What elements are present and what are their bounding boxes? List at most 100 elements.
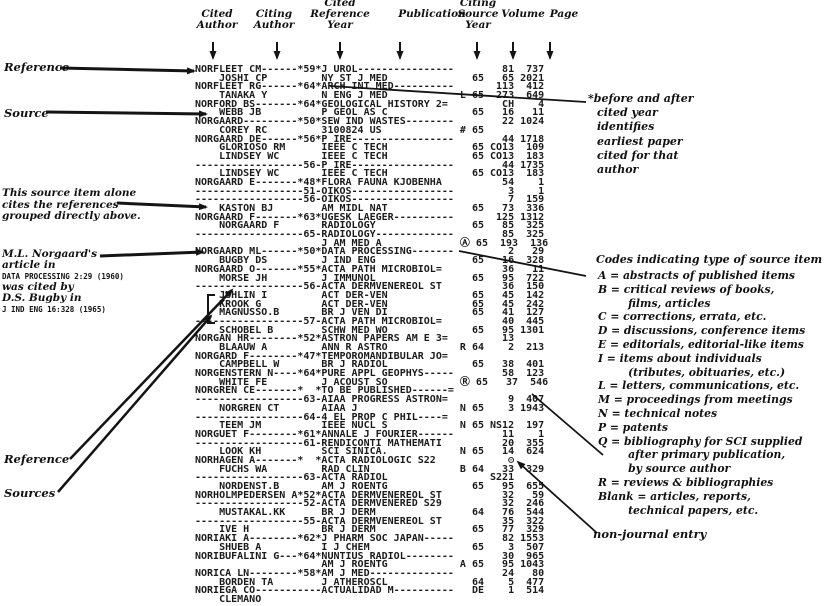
citation-row: LINDSEY WC IEEE C TECH 65 CO13 183 — [195, 168, 545, 180]
citation-row: ------------------57-ACTA PATH MICROBIOL… — [195, 315, 545, 327]
star-note-line: cited for that — [597, 148, 679, 162]
code-definition-line: technical papers, etc. — [598, 503, 759, 517]
column-header-arrows — [209, 42, 554, 60]
citation-row: NORGAARD---------*50*SEW IND WASTES-----… — [195, 116, 545, 128]
citation-row: NORGAARD E-------*48*FLORA FAUNA KJOBENH… — [195, 176, 545, 188]
column-header-cited-author: Cited Author — [188, 9, 246, 31]
citation-row: ------------------56-P IRE--------------… — [195, 159, 545, 171]
code-definition-line: D = discussions, conference items — [598, 324, 806, 338]
column-header-cited-reference-year: Cited Reference Year — [295, 0, 385, 31]
star-note-line: *before and after — [588, 92, 694, 105]
citation-row: CAMPBELL W BR J RADIOL 65 38 401 — [195, 359, 545, 371]
nonjournal-label: non-journal entry — [593, 527, 707, 541]
column-header-line: Volume — [501, 8, 545, 20]
alone-note-line: This source item alone — [2, 187, 137, 199]
ml-note-line: was cited by — [2, 281, 74, 293]
column-header-line: Citing — [459, 0, 497, 9]
citation-row: NORFLEET CM------*59*J UROL-------------… — [195, 64, 545, 75]
left-annotation-arrows — [45, 66, 208, 258]
column-header-line: Reference — [310, 8, 370, 20]
ml-note-line: M.L. Norgaard's — [2, 248, 98, 260]
citation-row: NORGAARD DE------*56*P IRE--------------… — [195, 133, 545, 145]
citation-row: NORGAARD F RADIOLOGY 65 85 325 — [195, 220, 545, 232]
star-note-line: cited year — [597, 106, 658, 120]
citation-row: ------------------51-OIKOS--------------… — [195, 185, 545, 197]
citation-row: AM J ROENTG A 65 95 1043 — [195, 559, 545, 571]
source-label: Source — [4, 106, 49, 120]
code-definition-line: (tributes, obituaries, etc.) — [598, 365, 786, 379]
star-note-line: identifies — [597, 120, 655, 134]
citation-row: NORIAKI A--------*62*J PHARM SOC JAPAN--… — [195, 533, 545, 545]
column-header-page: Page — [542, 9, 586, 20]
ml-note: M.L. Norgaard's article in DATA PROCESSING… — [2, 249, 124, 315]
code-definition-line: E = editorials, editorial-like items — [598, 337, 804, 351]
column-header-line: Year — [465, 19, 491, 31]
code-definition-line: films, articles — [598, 296, 711, 310]
citation-row: NORIEGA CO-----------ACTUALIDAD M-------… — [195, 585, 545, 597]
column-header-line: Year — [327, 19, 353, 31]
column-header-line: Source — [457, 8, 499, 20]
column-header-line: Cited — [324, 0, 356, 9]
ml-note-line: article in — [2, 259, 56, 271]
code-definition-line: C = corrections, errata, etc. — [598, 310, 767, 324]
sources-label: Sources — [4, 486, 56, 500]
citation-row: GLORIOSO RM IEEE C TECH 65 CO13 109 — [195, 142, 545, 154]
citation-row: BLAAUW A ANN R ASTRO R 64 2 213 — [195, 342, 545, 353]
column-header-line: Author — [196, 19, 238, 31]
code-definition-line: I = items about individuals — [598, 351, 762, 365]
alone-note: This source item alone cites the referenc… — [2, 187, 141, 223]
code-definition-line: L = letters, communications, etc. — [598, 379, 800, 393]
code-definition-line: A = abstracts of published items — [598, 269, 795, 282]
citation-row: BORDEN TA J ATHEROSCL 64 5 477 — [195, 576, 545, 588]
reference-arrow — [59, 66, 196, 75]
column-header-line: Cited — [201, 8, 233, 20]
citation-row: NORHAGEN A-------* *ACTA RADIOLOGIC S22 … — [195, 454, 545, 466]
reference2-label: Reference — [4, 452, 70, 466]
code-definition-line: Blank = articles, reports, — [598, 489, 751, 503]
code-definition-line: R = reviews & bibliographies — [598, 475, 774, 489]
code-definition-line: by source author — [598, 462, 731, 476]
ml-note-line: J IND ENG 16:328 (1965) — [2, 305, 106, 314]
citation-row: ------------------64-4 EL PROP C PHIL---… — [195, 411, 545, 423]
code-definition-line: Q = bibliography for SCI supplied — [598, 434, 803, 448]
ml-note-line: DATA PROCESSING 2:29 (1960) — [2, 272, 124, 281]
alone-note-line: grouped directly above. — [2, 210, 141, 222]
citation-listing: NORFLEET CM------*59*J UROL-------------… — [195, 64, 549, 605]
citation-row: ------------------56-OIKOS--------------… — [195, 194, 545, 206]
column-header-citing-source-year: Citing Source Year — [432, 0, 524, 31]
column-header-line: Citing — [255, 8, 293, 20]
alone-note-line: cites the references — [2, 198, 119, 211]
code-definition-line: M = proceedings from meetings — [598, 393, 793, 407]
citation-row: NORFORD BS-------*64*GEOLOGICAL HISTORY … — [195, 98, 545, 110]
citation-row: ------------------65-RADIOLOGY----------… — [195, 229, 545, 241]
source-group-bracket — [207, 294, 215, 324]
citation-row: JUHLIN I ACT DER-VEN 65 45 142 — [195, 289, 545, 301]
citation-row: NORICA LN--------*58*AM J MED-----------… — [195, 567, 545, 579]
column-header-publication: Publication — [382, 9, 482, 20]
code-definition-line: N = technical notes — [598, 406, 718, 420]
citation-row: JOSHI CP NY ST J MED 65 65 2021 — [195, 72, 545, 84]
citation-row: NORGAARD F-------*63*UGESK LAEGER-------… — [195, 211, 545, 223]
citation-row: COREY RC 3100824 US # 65 — [195, 124, 545, 136]
citation-row: J AM MED A Ⓐ 65 193 136 — [195, 237, 549, 249]
citation-row: MAGNUSSO.B BR J VEN DI 65 41 127 — [195, 307, 545, 319]
column-header-line: Page — [549, 8, 579, 20]
ml-note-line: D.S. Bugby in — [2, 292, 82, 304]
citation-row: MORSE JH J IMMUNOL 65 95 722 — [195, 272, 545, 284]
citation-row: WEBB JB P GEOL AS C 65 16 11 — [195, 107, 545, 119]
citation-row: KROOK G ACT DER-VEN 65 45 242 — [195, 298, 545, 310]
codes-list: A = abstracts of published items B = crit… — [598, 269, 805, 517]
citation-row: ------------------63-ACTA RADIOL S221 — [195, 472, 545, 484]
citation-row: LINDSEY WC IEEE C TECH 65 CO13 183 — [195, 150, 545, 162]
column-header-citing-author: Citing Author — [242, 9, 306, 31]
column-header-line: Publication — [398, 8, 466, 20]
code-definition-line: after primary publication, — [598, 448, 786, 462]
star-note-line: author — [597, 163, 639, 177]
citation-row: NORIBUFALINI G---*64*NUNTIUS RADIOL-----… — [195, 550, 545, 562]
sources-diagonal-arrow — [57, 314, 213, 493]
citation-row: SCHOBEL B SCHW MED WO 65 95 1301 — [195, 324, 545, 336]
citation-row: KASTON BJ AM MIDL NAT 65 73 336 — [195, 203, 545, 214]
source-arrow — [45, 110, 208, 118]
codes-title: Codes indicating type of source item — [596, 253, 823, 266]
